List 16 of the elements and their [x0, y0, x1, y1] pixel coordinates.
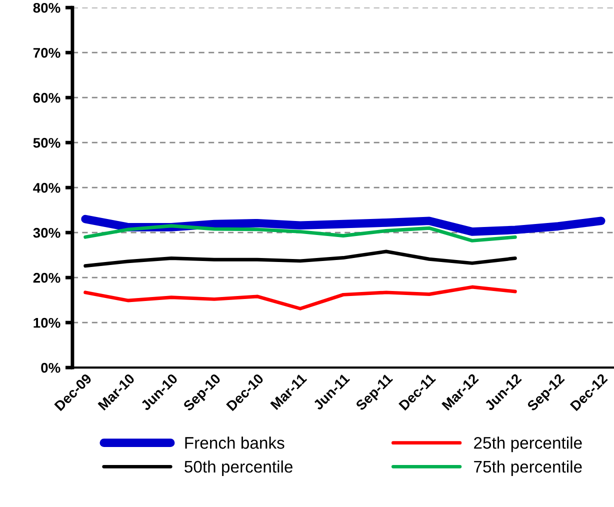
y-tick-label: 80%	[33, 2, 60, 13]
y-tick-label: 20%	[33, 272, 60, 283]
y-tick-label: 0%	[41, 362, 60, 373]
legend-label: 75th percentile	[474, 460, 582, 476]
line-series	[84, 285, 517, 310]
legend-label: 25th percentile	[474, 436, 582, 452]
y-tick-label: 10%	[34, 318, 60, 328]
y-tick-label: 70%	[33, 48, 60, 58]
y-tick-label: 50%	[33, 138, 60, 148]
y-tick-label: 30%	[33, 228, 60, 238]
line-series	[84, 224, 517, 242]
y-tick-label: 40%	[33, 182, 60, 193]
y-tick-label: 60%	[33, 92, 60, 103]
legend-label: French banks	[185, 436, 284, 449]
legend-label: 50th percentile	[184, 460, 292, 476]
line-series	[84, 250, 517, 268]
